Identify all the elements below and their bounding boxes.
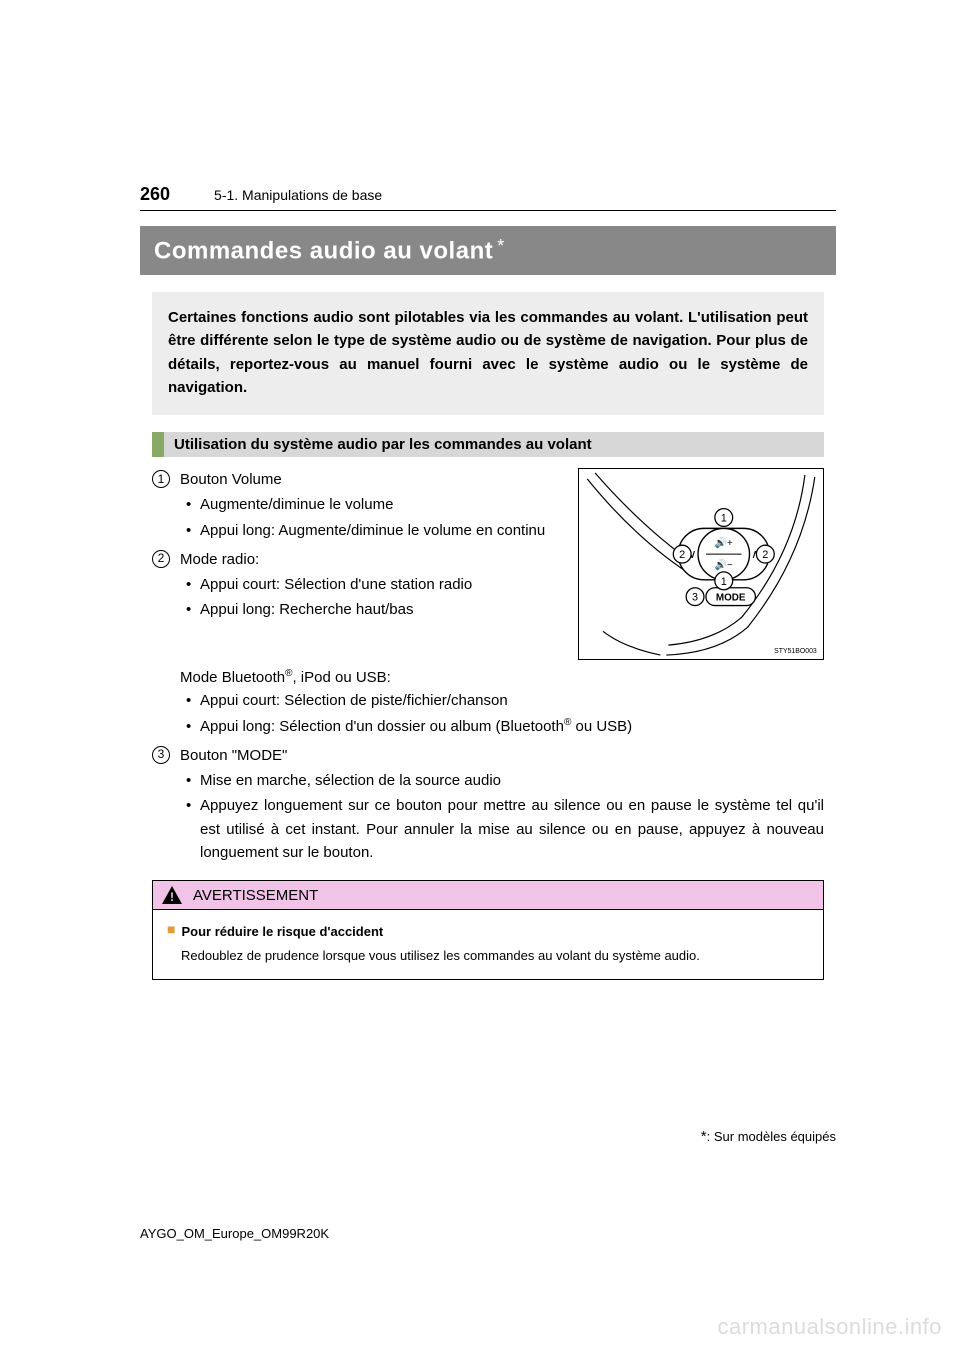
- circled-number-3: 3: [152, 746, 170, 764]
- svg-text:🔊+: 🔊+: [715, 536, 733, 549]
- warning-header: ! AVERTISSEMENT: [153, 881, 823, 910]
- figure-code: STY51BO003: [774, 648, 817, 655]
- numbered-item-2: 2 Mode radio: Appui court: Sélection d'u…: [152, 548, 562, 624]
- item-2b-bullet-0: Appui court: Sélection de piste/fichier/…: [186, 689, 824, 712]
- svg-text:!: !: [170, 890, 174, 904]
- section-title-bar: Commandes audio au volant*: [140, 226, 836, 275]
- warning-subtitle: Pour réduire le risque d'accident: [181, 922, 383, 942]
- header-rule: [140, 210, 836, 211]
- svg-text:2: 2: [679, 549, 685, 561]
- body-area: 1 Bouton Volume Augmente/diminue le volu…: [152, 468, 824, 980]
- warning-body: ■ Pour réduire le risque d'accident Redo…: [153, 910, 823, 979]
- numbered-item-1: 1 Bouton Volume Augmente/diminue le volu…: [152, 468, 562, 544]
- svg-text:1: 1: [721, 512, 727, 524]
- item-3-bullet-0: Mise en marche, sélection de la source a…: [186, 769, 824, 792]
- footnote: *: Sur modèles équipés: [701, 1128, 836, 1145]
- document-id: AYGO_OM_Europe_OM99R20K: [140, 1226, 329, 1241]
- breadcrumb: 5-1. Manipulations de base: [214, 187, 382, 203]
- title-asterisk: *: [497, 236, 504, 256]
- item-2b-bullet-1: Appui long: Sélection d'un dossier ou al…: [186, 715, 824, 738]
- item-1-bullet-1: Appui long: Augmente/diminue le volume e…: [186, 519, 562, 542]
- header-row: 260 5-1. Manipulations de base: [140, 184, 836, 205]
- item-1-head: Bouton Volume: [180, 468, 562, 491]
- svg-text:3: 3: [692, 592, 698, 604]
- item-3-bullet-1: Appuyez longuement sur ce bouton pour me…: [186, 794, 824, 864]
- warning-square-icon: ■: [167, 922, 175, 942]
- svg-text:1: 1: [721, 576, 727, 588]
- page: 260 5-1. Manipulations de base Commandes…: [0, 0, 960, 1358]
- svg-text:2: 2: [762, 549, 768, 561]
- page-number: 260: [140, 184, 170, 205]
- warning-text: Redoublez de prudence lorsque vous utili…: [167, 946, 809, 966]
- steering-wheel-figure: 🔊+ 🔊− ∨ ∧ MODE 1 2 2: [578, 468, 824, 660]
- item-2-continuation: Mode Bluetooth®, iPod ou USB: Appui cour…: [152, 666, 824, 738]
- item-2-bullet-0: Appui court: Sélection d'une station rad…: [186, 573, 562, 596]
- svg-text:🔊−: 🔊−: [715, 558, 733, 571]
- item-1-bullet-0: Augmente/diminue le volume: [186, 493, 562, 516]
- circled-number-1: 1: [152, 470, 170, 488]
- item-3-head: Bouton "MODE": [180, 744, 824, 767]
- circled-number-2: 2: [152, 550, 170, 568]
- numbered-item-3: 3 Bouton "MODE" Mise en marche, sélectio…: [152, 744, 824, 866]
- warning-title: AVERTISSEMENT: [193, 887, 318, 904]
- footnote-text: : Sur modèles équipés: [707, 1129, 836, 1144]
- item-2-head: Mode radio:: [180, 548, 562, 571]
- text-column: 1 Bouton Volume Augmente/diminue le volu…: [152, 468, 562, 660]
- mode-label: MODE: [716, 593, 746, 604]
- intro-box: Certaines fonctions audio sont pilotable…: [152, 292, 824, 415]
- item-2-subhead: Mode Bluetooth®, iPod ou USB:: [180, 666, 824, 689]
- subsection-accent: [152, 432, 164, 457]
- item-2-bullet-1: Appui long: Recherche haut/bas: [186, 598, 562, 621]
- subsection-title: Utilisation du système audio par les com…: [164, 432, 824, 457]
- warning-icon: !: [161, 885, 183, 905]
- subsection-heading: Utilisation du système audio par les com…: [152, 432, 824, 457]
- warning-box: ! AVERTISSEMENT ■ Pour réduire le risque…: [152, 880, 824, 980]
- watermark: carmanualsonline.info: [717, 1314, 942, 1340]
- section-title: Commandes audio au volant: [154, 237, 493, 264]
